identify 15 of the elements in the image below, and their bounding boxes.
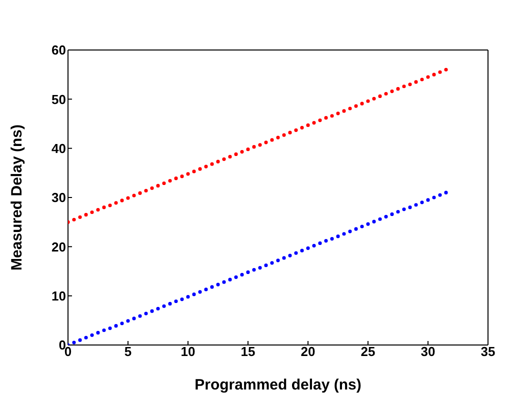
x-tick-label: 20 bbox=[300, 344, 316, 360]
x-tick-label: 10 bbox=[180, 344, 196, 360]
x-tick-label: 15 bbox=[240, 344, 256, 360]
x-axis-title: Programmed delay (ns) bbox=[194, 376, 362, 394]
y-tick-label: 30 bbox=[52, 190, 66, 206]
x-tick-label: 5 bbox=[124, 344, 132, 360]
x-tick-label: 30 bbox=[420, 344, 436, 360]
y-tick-label: 10 bbox=[52, 288, 66, 304]
y-tick-label: 60 bbox=[52, 42, 66, 58]
y-tick-label: 40 bbox=[52, 140, 66, 156]
x-tick-label: 35 bbox=[480, 344, 496, 360]
y-axis-title: Measured Delay (ns) bbox=[8, 124, 26, 270]
y-tick-label: 20 bbox=[52, 239, 66, 254]
y-tick-label: 50 bbox=[52, 92, 66, 107]
x-tick-label: 25 bbox=[360, 344, 376, 360]
